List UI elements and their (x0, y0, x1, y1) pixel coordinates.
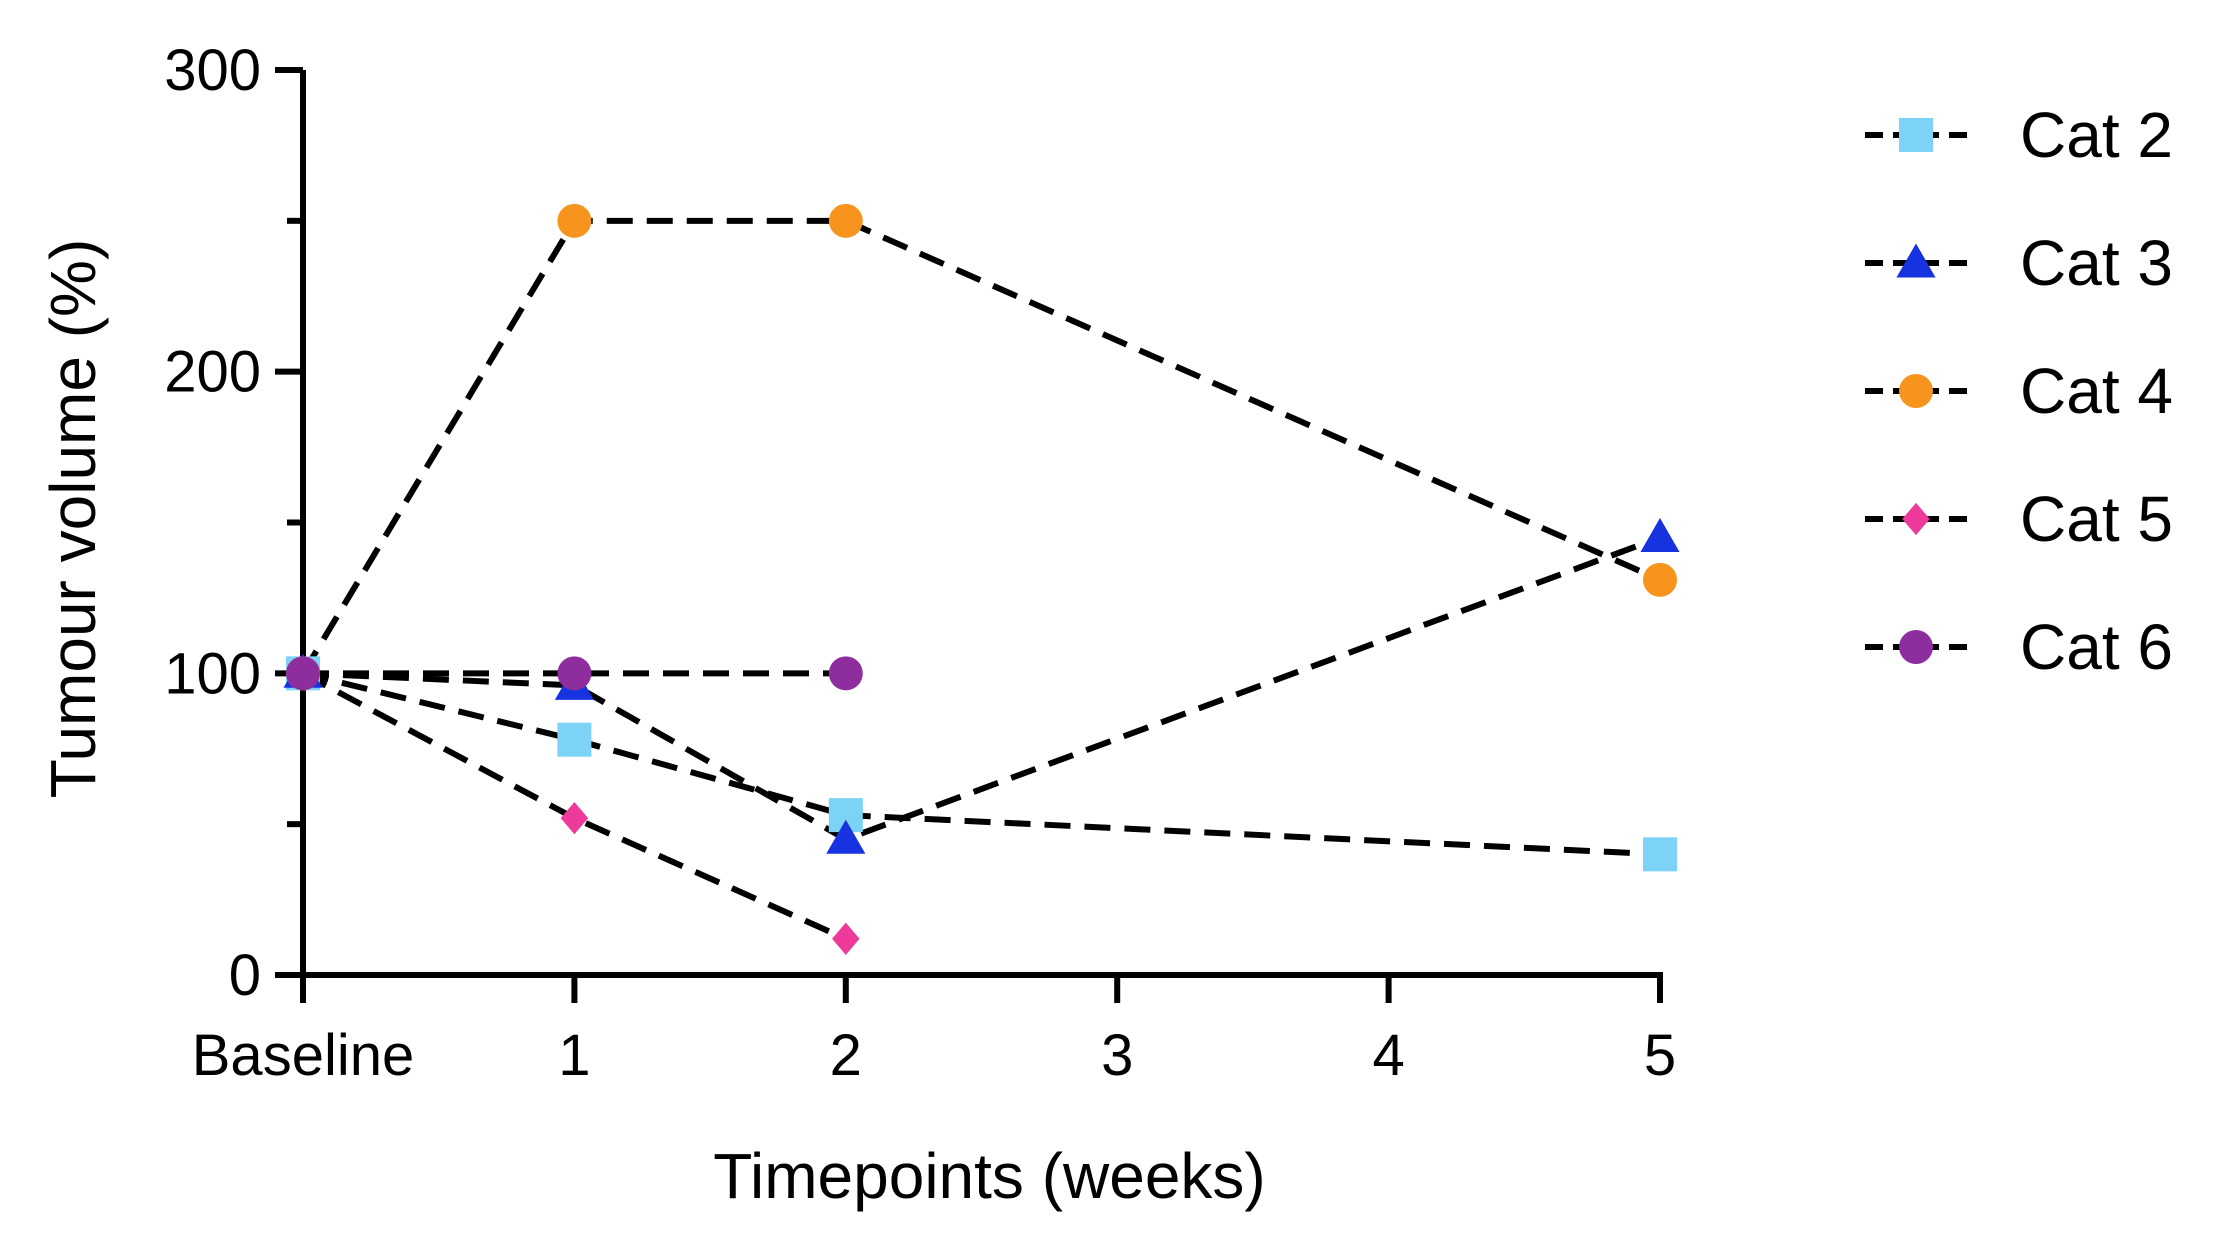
series-lines (300, 217, 1662, 942)
data-point-cat-4 (1643, 562, 1677, 597)
data-point-cat-6 (286, 656, 320, 691)
y-tick-label: 300 (164, 38, 261, 103)
legend-label: Cat 6 (2020, 611, 2173, 683)
series-line-cat-3 (302, 534, 1662, 843)
x-tick-label: 2 (830, 1023, 862, 1088)
y-tick-label: 100 (164, 641, 261, 706)
legend-label: Cat 3 (2020, 227, 2173, 299)
y-axis-title: Tumour volume (%) (37, 239, 109, 799)
legend-marker-cat-4 (1899, 374, 1933, 408)
legend-label: Cat 5 (2020, 483, 2173, 555)
data-point-cat-4 (828, 203, 863, 238)
data-point-cat-2 (1643, 837, 1677, 872)
series-line-cat-2 (302, 670, 1661, 858)
legend-label: Cat 4 (2020, 355, 2173, 427)
data-point-cat-5 (560, 801, 589, 835)
legend-marker-cat-5 (1902, 502, 1930, 536)
x-tick-label: Baseline (192, 1023, 414, 1088)
y-tick-label: 200 (164, 340, 261, 405)
x-tick-label: 1 (558, 1023, 590, 1088)
legend: Cat 2 Cat 3 Cat 4 Cat 5 Cat 6 (1865, 99, 2173, 683)
legend-item-cat-2: Cat 2 (1865, 99, 2173, 171)
legend-item-cat-5: Cat 5 (1865, 483, 2173, 555)
legend-marker-cat-6 (1899, 630, 1933, 664)
x-tick-label: 4 (1372, 1023, 1404, 1088)
legend-marker-cat-3 (1896, 243, 1936, 278)
x-axis-title: Timepoints (weeks) (713, 1140, 1265, 1212)
axes: 0 100 200 300 Baseline 1 2 3 4 5 (164, 38, 1676, 1088)
legend-marker-cat-2 (1899, 118, 1933, 152)
legend-item-cat-3: Cat 3 (1865, 227, 2173, 299)
data-point-cat-3 (826, 819, 866, 854)
data-point-cat-6 (557, 656, 592, 691)
data-point-cat-3 (1640, 518, 1680, 553)
series-markers (283, 203, 1680, 955)
y-tick-label: 0 (229, 943, 261, 1008)
legend-item-cat-6: Cat 6 (1865, 611, 2173, 683)
x-tick-label: 5 (1644, 1023, 1676, 1088)
data-point-cat-5 (832, 922, 860, 955)
data-point-cat-4 (557, 203, 592, 238)
legend-item-cat-4: Cat 4 (1865, 355, 2173, 427)
x-tick-label: 3 (1101, 1023, 1133, 1088)
series-line-cat-5 (301, 670, 848, 942)
legend-label: Cat 2 (2020, 99, 2173, 171)
data-point-cat-2 (557, 722, 592, 757)
series-line-cat-4 (300, 217, 1662, 675)
data-point-cat-6 (828, 656, 863, 691)
